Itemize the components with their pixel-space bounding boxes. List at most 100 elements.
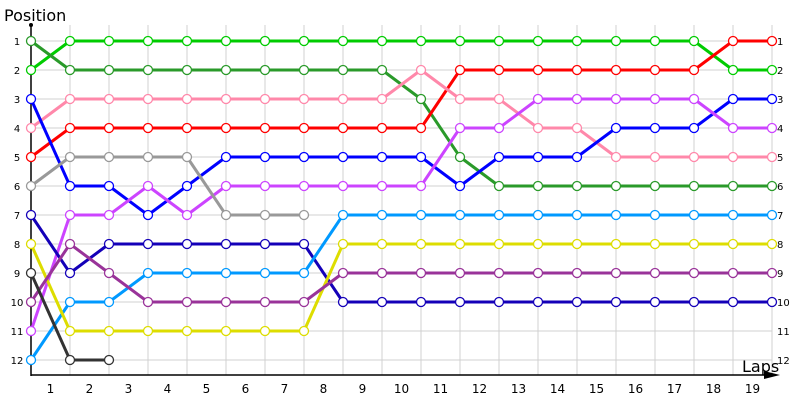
- x-tick-label: 16: [628, 382, 643, 396]
- data-point: [532, 296, 544, 308]
- data-point: [220, 93, 232, 105]
- data-point: [220, 122, 232, 134]
- data-point: [259, 325, 271, 337]
- series-line-3: [30, 39, 772, 159]
- data-point: [376, 151, 388, 163]
- y-tick-label-right: 6: [777, 182, 783, 193]
- data-point: [766, 296, 778, 308]
- data-point: [727, 296, 739, 308]
- y-tick-label-right: 1: [777, 37, 783, 48]
- data-point: [103, 122, 115, 134]
- data-point: [649, 93, 661, 105]
- data-point: [454, 296, 466, 308]
- data-point: [181, 151, 193, 163]
- data-point: [649, 151, 661, 163]
- data-point: [532, 35, 544, 47]
- data-point: [298, 35, 310, 47]
- data-point: [220, 267, 232, 279]
- data-point: [337, 122, 349, 134]
- x-tick-label: 10: [394, 382, 409, 396]
- x-tick-label: 8: [320, 382, 328, 396]
- x-tick-label: 2: [86, 382, 94, 396]
- data-point: [532, 238, 544, 250]
- data-point: [337, 64, 349, 76]
- data-point: [727, 151, 739, 163]
- data-point: [532, 209, 544, 221]
- data-point: [220, 180, 232, 192]
- data-point: [688, 238, 700, 250]
- data-point: [103, 151, 115, 163]
- data-point: [376, 122, 388, 134]
- data-point: [376, 35, 388, 47]
- data-point: [766, 267, 778, 279]
- data-point: [337, 93, 349, 105]
- data-point: [766, 180, 778, 192]
- x-tick-label: 6: [242, 382, 250, 396]
- x-axis-arrow-icon: [764, 371, 780, 379]
- data-point: [103, 93, 115, 105]
- data-point: [376, 238, 388, 250]
- series-line-10: [29, 242, 772, 333]
- data-point: [259, 64, 271, 76]
- data-point: [64, 151, 76, 163]
- data-point: [181, 267, 193, 279]
- data-point: [142, 93, 154, 105]
- axes: [29, 23, 780, 379]
- x-tick-label: 1: [47, 382, 55, 396]
- x-axis-title: Laps: [742, 357, 779, 376]
- data-point: [142, 267, 154, 279]
- data-point: [376, 93, 388, 105]
- data-point: [220, 325, 232, 337]
- data-point: [298, 267, 310, 279]
- x-tick-label: 11: [433, 382, 448, 396]
- data-point: [103, 325, 115, 337]
- y-tick-label-left: 5: [14, 153, 20, 164]
- data-point: [649, 35, 661, 47]
- data-point: [493, 209, 505, 221]
- data-point: [532, 64, 544, 76]
- data-point: [610, 238, 622, 250]
- data-point: [571, 209, 583, 221]
- data-point: [727, 122, 739, 134]
- data-point: [727, 180, 739, 192]
- data-point: [259, 35, 271, 47]
- data-point: [337, 209, 349, 221]
- data-point: [259, 209, 271, 221]
- data-point: [337, 35, 349, 47]
- data-point: [454, 93, 466, 105]
- y-tick-label-left: 11: [11, 327, 24, 338]
- data-point: [571, 180, 583, 192]
- data-point: [727, 238, 739, 250]
- data-point: [532, 122, 544, 134]
- x-tick-label: 9: [359, 382, 367, 396]
- data-point: [454, 238, 466, 250]
- data-point: [220, 151, 232, 163]
- data-point: [220, 209, 232, 221]
- grid: [31, 25, 773, 375]
- data-point: [649, 267, 661, 279]
- series-line-7: [30, 155, 304, 217]
- y-tick-label-left: 10: [11, 298, 24, 309]
- data-point: [337, 180, 349, 192]
- data-point: [688, 35, 700, 47]
- data-point: [610, 151, 622, 163]
- data-point: [415, 209, 427, 221]
- y-tick-label-right: 4: [777, 124, 783, 135]
- data-point: [415, 64, 427, 76]
- data-point: [64, 238, 76, 250]
- data-point: [298, 122, 310, 134]
- data-point: [493, 151, 505, 163]
- data-point: [220, 238, 232, 250]
- data-point: [259, 180, 271, 192]
- data-point: [64, 122, 76, 134]
- data-point: [493, 296, 505, 308]
- data-point: [571, 267, 583, 279]
- data-point: [64, 209, 76, 221]
- data-point: [259, 122, 271, 134]
- data-point: [493, 35, 505, 47]
- y-tick-label-right: 10: [777, 298, 790, 309]
- data-point: [298, 93, 310, 105]
- data-point: [610, 209, 622, 221]
- data-point: [64, 296, 76, 308]
